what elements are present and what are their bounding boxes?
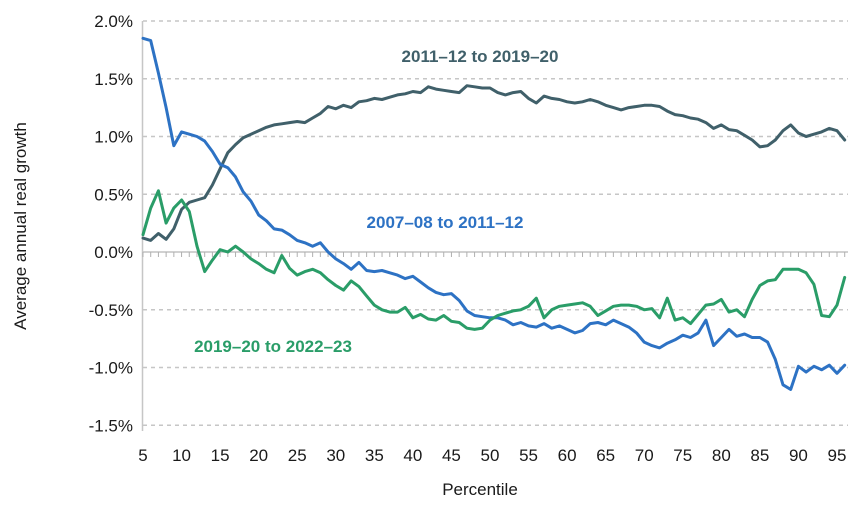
x-tick-label: 70 — [635, 446, 654, 465]
x-tick-label: 75 — [673, 446, 692, 465]
series-label-2011-12-to-2019-20: 2011–12 to 2019–20 — [401, 47, 559, 66]
series-label-2007-08-to-2011-12: 2007–08 to 2011–12 — [366, 213, 524, 232]
y-tick-label: -0.5% — [89, 301, 133, 320]
x-tick-label: 85 — [750, 446, 769, 465]
x-tick-label: 45 — [442, 446, 461, 465]
series-line-2 — [141, 189, 847, 331]
x-axis-title: Percentile — [442, 480, 518, 499]
x-tick-label: 35 — [365, 446, 384, 465]
x-tick-label: 80 — [712, 446, 731, 465]
y-tick-label: 2.0% — [94, 12, 133, 31]
y-tick-label: 0.0% — [94, 243, 133, 262]
x-tick-label: 20 — [249, 446, 268, 465]
y-tick-label: 1.5% — [94, 70, 133, 89]
y-tick-label: -1.0% — [89, 359, 133, 378]
x-tick-label: 60 — [558, 446, 577, 465]
x-tick-label: 55 — [519, 446, 538, 465]
x-tick-label: 5 — [138, 446, 147, 465]
x-tick-label: 15 — [211, 446, 230, 465]
y-axis-title: Average annual real growth — [11, 122, 30, 330]
y-tick-label: 1.0% — [94, 128, 133, 147]
x-tick-label: 40 — [403, 446, 422, 465]
y-tick-label: -1.5% — [89, 416, 133, 435]
x-tick-label: 50 — [481, 446, 500, 465]
x-tick-label: 90 — [789, 446, 808, 465]
series-line-0 — [141, 84, 847, 242]
x-tick-label: 95 — [828, 446, 847, 465]
x-tick-label: 30 — [326, 446, 345, 465]
y-tick-label: 0.5% — [94, 185, 133, 204]
x-tick-label: 25 — [288, 446, 307, 465]
series-label-2019-20-to-2022-23: 2019–20 to 2022–23 — [194, 337, 352, 356]
x-tick-label: 65 — [596, 446, 615, 465]
x-tick-label: 10 — [172, 446, 191, 465]
